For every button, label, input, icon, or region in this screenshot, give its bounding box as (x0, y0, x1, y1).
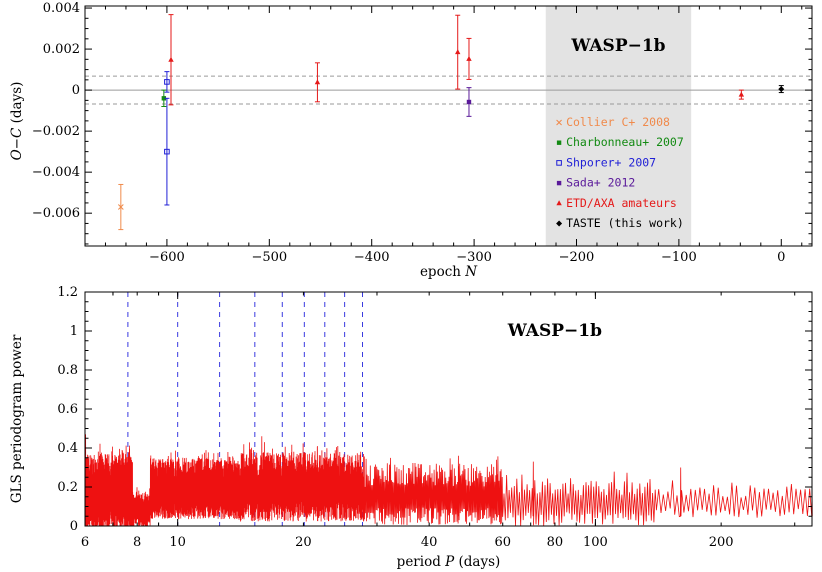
data-point-etd (455, 14, 461, 90)
legend-entry: Charbonneau+ 2007 (556, 135, 684, 149)
data-point-shporer (164, 97, 170, 206)
data-point-etd (168, 14, 174, 106)
y-tick-label: −0.004 (32, 165, 80, 180)
triangle-marker (455, 49, 461, 55)
y-tick-label: 0.4 (57, 441, 78, 456)
legend-entry: ETD/AXA amateurs (556, 196, 677, 210)
shaded-region (545, 6, 692, 246)
triangle-marker (314, 79, 321, 85)
y-tick-label: 1 (70, 324, 78, 339)
top-panel-ticks: −600 −500 −400 −300 −200 −100 0 −0.006 −0.004 −0.… (32, 1, 812, 265)
legend-entry: TASTE (this work) (556, 216, 684, 230)
open-square-marker (164, 148, 170, 155)
triangle-marker (738, 91, 745, 97)
periodogram-panel: 6 8 10 20 40 60 80 100 200 0 0.2 0.4 0.6 0.8 1 1.2 WASP… (9, 285, 813, 570)
oc-diagram-panel: −600 −500 −400 −300 −200 −100 0 −0.006 −0.004 −0.… (9, 1, 813, 280)
x-tick-label: −200 (559, 250, 595, 265)
x-tick-label: −500 (251, 250, 287, 265)
open-square-marker (164, 79, 170, 85)
axis-variable: N (464, 264, 478, 280)
diamond-marker (556, 220, 563, 227)
triangle-marker (168, 56, 174, 62)
timing-data-points (117, 14, 785, 231)
x-tick-label: 8 (133, 535, 141, 550)
x-tick-label: 20 (295, 535, 312, 550)
square-marker (466, 99, 472, 105)
legend-label: Collier C+ 2008 (566, 115, 670, 129)
y-tick-label: 0 (72, 83, 80, 98)
legend-label: Shporer+ 2007 (566, 155, 656, 169)
legend-label: Charbonneau+ 2007 (566, 135, 684, 149)
triangle-marker (466, 55, 472, 61)
x-tick-label: 60 (494, 535, 511, 550)
y-tick-label: 1.2 (57, 285, 78, 300)
y-tick-label: −0.002 (32, 124, 80, 139)
legend-label: Sada+ 2012 (566, 176, 635, 190)
data-point-collier (117, 183, 124, 231)
square-marker (556, 140, 562, 145)
legend: Collier C+ 2008 Charbonneau+ 2007 Shporer+… (556, 115, 684, 230)
x-tick-label: 6 (81, 535, 89, 550)
y-axis-label: O−C (days) (9, 82, 25, 161)
data-point-charbonneau (161, 89, 167, 108)
y-tick-label: 0.2 (57, 480, 78, 495)
y-tick-label: −0.006 (32, 206, 80, 221)
data-point-shporer (164, 71, 170, 93)
x-tick-label: 80 (547, 535, 564, 550)
x-tick-label: 40 (421, 535, 438, 550)
x-tick-label: 200 (709, 535, 734, 550)
x-axis-label: epoch N (420, 264, 478, 280)
dashed-reference-lines (85, 75, 812, 105)
data-point-taste (778, 85, 785, 94)
y-tick-label: 0.6 (57, 402, 78, 417)
y-tick-label: 0.002 (43, 42, 80, 57)
axis-variable: O−C (9, 123, 25, 160)
triangle-marker (556, 200, 562, 206)
x-tick-label: −600 (149, 250, 185, 265)
periodogram-curve (84, 434, 813, 527)
bottom-panel-frame (84, 291, 813, 527)
target-label: WASP−1b (570, 36, 665, 56)
square-marker (556, 180, 562, 186)
data-point-etd (466, 37, 472, 80)
x-axis-label: period P (days) (397, 554, 501, 570)
square-marker (161, 96, 167, 101)
diamond-marker (778, 86, 785, 93)
bottom-panel-ticks: 6 8 10 20 40 60 80 100 200 0 0.2 0.4 0.6 0.8 1 1.2 (57, 285, 812, 550)
x-marker (117, 204, 124, 210)
data-point-sada (466, 87, 472, 117)
data-point-etd (314, 62, 321, 103)
x-tick-label: 100 (583, 535, 608, 550)
x-tick-label: −100 (661, 250, 697, 265)
y-tick-label: 0 (70, 519, 78, 534)
x-tick-label: −300 (456, 250, 492, 265)
axis-variable: P (444, 554, 455, 570)
y-axis-label: GLS periodogram power (9, 334, 25, 503)
y-tick-label: 0.004 (43, 1, 80, 16)
legend-label: TASTE (this work) (566, 216, 684, 230)
open-square-marker (556, 160, 562, 166)
data-point-etd (738, 89, 745, 100)
x-marker (556, 119, 562, 126)
x-tick-label: −400 (354, 250, 390, 265)
target-label: WASP−1b (507, 321, 602, 341)
y-tick-label: 0.8 (57, 363, 78, 378)
legend-entry: Sada+ 2012 (556, 176, 635, 190)
legend-label: ETD/AXA amateurs (566, 196, 677, 210)
legend-entry: Shporer+ 2007 (556, 155, 656, 169)
x-tick-label: 10 (169, 535, 186, 550)
legend-entry: Collier C+ 2008 (556, 115, 670, 129)
top-panel-frame (84, 5, 813, 247)
x-tick-label: 0 (777, 250, 785, 265)
